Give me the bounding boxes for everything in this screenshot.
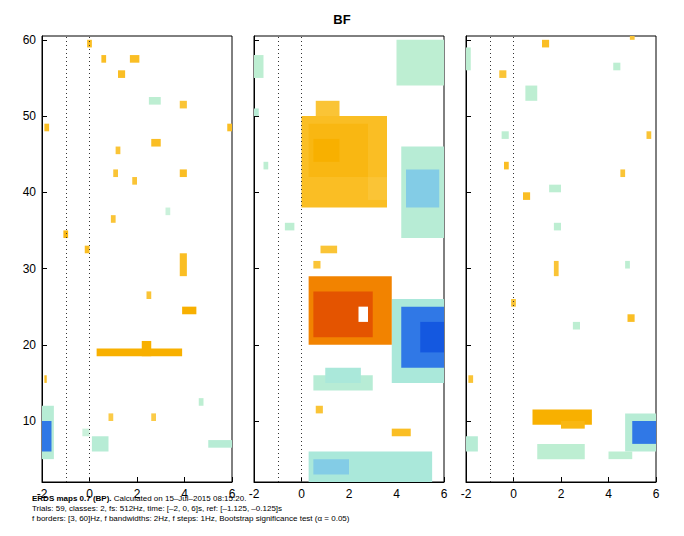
svg-text:-2: -2 bbox=[249, 487, 260, 501]
svg-text:40: 40 bbox=[23, 185, 37, 199]
svg-text:4: 4 bbox=[393, 487, 400, 501]
svg-text:2: 2 bbox=[346, 487, 353, 501]
svg-text:60: 60 bbox=[23, 33, 37, 47]
svg-text:6: 6 bbox=[441, 487, 448, 501]
svg-text:2: 2 bbox=[134, 487, 141, 501]
svg-text:4: 4 bbox=[181, 487, 188, 501]
svg-text:4: 4 bbox=[605, 487, 612, 501]
svg-text:f borders: [3, 60]Hz, f bandwi: f borders: [3, 60]Hz, f bandwidths: 2Hz,… bbox=[32, 514, 350, 523]
svg-text:0: 0 bbox=[298, 487, 305, 501]
svg-text:6: 6 bbox=[229, 487, 236, 501]
svg-text:0: 0 bbox=[510, 487, 517, 501]
svg-text:0: 0 bbox=[86, 487, 93, 501]
svg-text:10: 10 bbox=[23, 414, 37, 428]
svg-text:20: 20 bbox=[23, 338, 37, 352]
svg-text:-2: -2 bbox=[37, 487, 48, 501]
svg-text:BF: BF bbox=[333, 12, 350, 27]
svg-text:-2: -2 bbox=[461, 487, 472, 501]
svg-text:ERDS maps 0.7 (BP).: ERDS maps 0.7 (BP). bbox=[32, 493, 112, 503]
svg-text:Trials: 59, classes: 2, fs: 51: Trials: 59, classes: 2, fs: 512Hz, time:… bbox=[32, 504, 282, 513]
svg-text:50: 50 bbox=[23, 109, 37, 123]
svg-text:2: 2 bbox=[558, 487, 565, 501]
svg-text:30: 30 bbox=[23, 262, 37, 276]
svg-text:Calculated on 15–Jul–2015 08:1: Calculated on 15–Jul–2015 08:15:20. bbox=[112, 494, 247, 503]
svg-text:6: 6 bbox=[653, 487, 660, 501]
